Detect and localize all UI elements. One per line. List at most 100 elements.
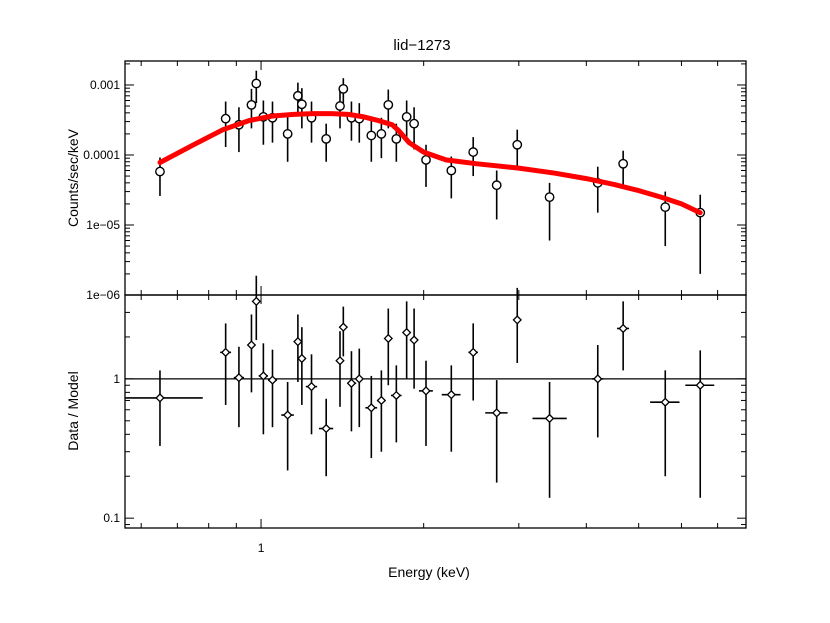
spectrum-data-point xyxy=(267,101,278,143)
spectrum-data-point xyxy=(421,144,431,187)
ratio-data-point xyxy=(305,354,318,435)
spectrum-tick-marks xyxy=(125,61,746,296)
data-marker xyxy=(391,133,402,144)
ratio-data-point xyxy=(391,365,402,443)
diamond-marker xyxy=(544,413,555,424)
data-marker xyxy=(468,147,479,157)
spectrum-data-point xyxy=(292,82,303,117)
diamond-marker xyxy=(409,335,419,345)
ratio-data-point xyxy=(246,314,257,393)
ratio-panel: 0.11 Data / Model xyxy=(65,275,747,529)
diamond-marker xyxy=(383,333,394,344)
data-marker xyxy=(292,90,303,101)
spectrum-data-point xyxy=(695,194,706,274)
data-marker xyxy=(338,83,349,94)
spectrum-data-point xyxy=(335,91,345,129)
y-tick-label: 1 xyxy=(113,372,120,386)
ratio-data-point xyxy=(338,306,349,357)
spectrum-data-point xyxy=(306,101,317,143)
ratio-data-point xyxy=(617,301,630,371)
ratio-y-tick-labels: 0.11 xyxy=(103,372,120,525)
data-marker xyxy=(296,99,307,110)
diamond-marker xyxy=(401,327,412,338)
diamond-marker xyxy=(155,393,165,403)
spectrum-data-point xyxy=(446,156,457,199)
data-marker xyxy=(282,129,293,139)
spectrum-panel: 1e−06 1e−05 0.0001 0.001 Counts/sec/keV xyxy=(65,60,747,302)
diamond-marker xyxy=(335,355,345,366)
spectrum-data-point xyxy=(618,150,629,187)
x-axis-title: Energy (keV) xyxy=(388,564,470,580)
ratio-data-point xyxy=(267,349,278,428)
diamond-marker xyxy=(246,340,257,350)
diamond-marker xyxy=(512,315,522,325)
spectrum-data-point xyxy=(251,70,262,104)
ratio-data-point xyxy=(418,360,433,446)
chart-title: lid−1273 xyxy=(393,37,450,54)
x-tick-labels: 1 xyxy=(258,541,265,555)
ratio-data-point xyxy=(258,343,269,435)
diamond-marker xyxy=(593,374,603,384)
spectrum-data-point xyxy=(592,166,603,213)
diamond-marker xyxy=(346,378,357,388)
y-tick-label: 1e−06 xyxy=(86,288,120,302)
spectrum-data-point xyxy=(376,117,387,159)
ratio-y-axis-title: Data / Model xyxy=(65,371,81,450)
ratio-data-point xyxy=(532,381,567,498)
ratio-data-point xyxy=(365,375,378,459)
spectrum-y-axis-title: Counts/sec/keV xyxy=(65,128,81,227)
spectrum-data-point xyxy=(282,116,293,162)
ratio-data-point xyxy=(592,345,604,438)
data-marker xyxy=(421,155,431,165)
spectrum-data-points xyxy=(155,70,706,274)
y-tick-label: 0.1 xyxy=(103,511,120,525)
diamond-marker xyxy=(391,390,402,401)
diamond-marker xyxy=(468,347,478,358)
x-tick-label: 1 xyxy=(258,541,265,555)
spectrum-data-point xyxy=(391,123,402,162)
spectrum-data-point xyxy=(544,182,555,241)
ratio-data-point xyxy=(335,331,345,407)
diamond-marker xyxy=(267,375,278,385)
ratio-data-point xyxy=(281,381,294,471)
diamond-marker xyxy=(220,347,231,358)
data-marker xyxy=(446,165,457,176)
data-marker xyxy=(660,202,671,213)
spectrum-data-point xyxy=(258,100,269,145)
ratio-data-point xyxy=(297,327,307,405)
diamond-marker xyxy=(321,423,331,434)
diamond-marker xyxy=(354,374,365,384)
diamond-marker xyxy=(695,380,705,390)
spectrum-data-point xyxy=(468,137,479,177)
ratio-data-point xyxy=(383,308,394,386)
ratio-data-point xyxy=(376,370,387,452)
diamond-marker xyxy=(251,296,262,307)
ratio-data-point xyxy=(409,308,419,389)
diamond-marker xyxy=(491,408,502,418)
data-marker xyxy=(220,113,231,124)
data-marker xyxy=(335,101,345,111)
data-marker xyxy=(491,180,502,191)
diamond-marker xyxy=(306,381,317,392)
ratio-data-point xyxy=(468,323,478,401)
diamond-marker xyxy=(293,336,303,347)
ratio-data-point xyxy=(293,314,303,382)
spectrum-data-point xyxy=(354,103,365,143)
spectrum-data-point xyxy=(401,100,412,141)
y-tick-label: 1e−05 xyxy=(86,218,120,232)
spectrum-data-point xyxy=(220,101,231,148)
ratio-data-point xyxy=(512,287,522,363)
y-tick-label: 0.0001 xyxy=(83,148,120,162)
data-marker xyxy=(376,129,387,139)
data-marker xyxy=(155,166,165,177)
ratio-data-point xyxy=(251,275,262,341)
spectrum-data-point xyxy=(409,107,420,150)
diamond-marker xyxy=(660,397,670,407)
ratio-data-point xyxy=(650,370,680,477)
ratio-data-point xyxy=(318,398,334,477)
diamond-marker xyxy=(297,353,307,364)
diamond-marker xyxy=(282,410,293,420)
ratio-data-point xyxy=(485,380,508,483)
y-tick-label: 0.001 xyxy=(90,78,120,92)
ratio-data-point xyxy=(685,350,715,498)
